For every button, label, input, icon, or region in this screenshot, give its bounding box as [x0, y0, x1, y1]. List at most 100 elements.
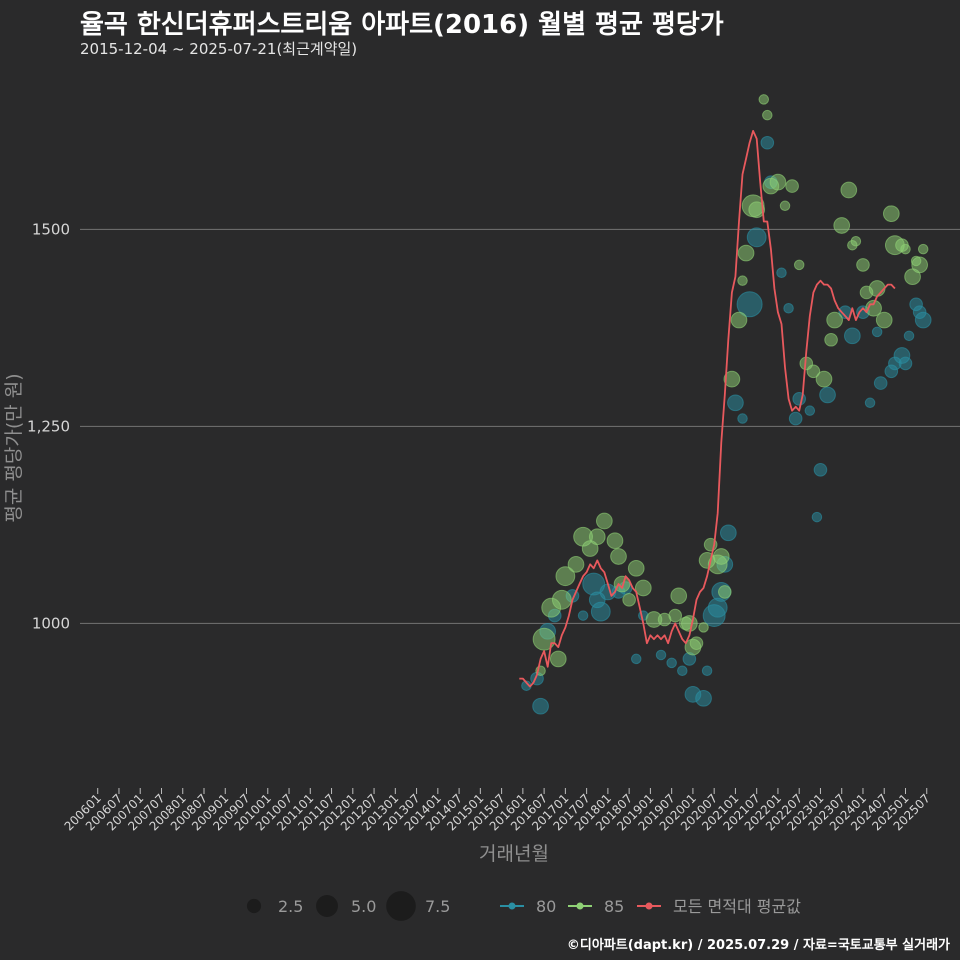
scatter-point	[630, 653, 642, 665]
scatter-point	[719, 524, 737, 542]
scatter-point	[748, 201, 766, 219]
scatter-point	[532, 627, 556, 651]
series-80	[521, 135, 932, 715]
scatter-point	[610, 548, 627, 565]
scatter-point	[695, 689, 712, 707]
legend-series-label: 85	[604, 897, 624, 916]
scatter-point	[785, 179, 799, 193]
scatter-point	[532, 697, 549, 715]
scatter-point	[843, 327, 861, 345]
scatter-point	[760, 135, 775, 150]
scatter-point	[917, 243, 929, 255]
scatter-point	[736, 291, 763, 318]
scatter-point	[779, 200, 791, 212]
scatter-point	[718, 585, 732, 599]
scatter-point	[826, 311, 843, 329]
scatter-point	[590, 601, 611, 622]
legend-size-key	[386, 891, 416, 921]
scatter-point	[698, 622, 709, 633]
scatter-point	[727, 394, 744, 412]
scatter-point	[811, 511, 823, 523]
scatter-point	[840, 181, 858, 199]
grid-layer	[80, 228, 960, 625]
caption: ©디아파트(dapt.kr) / 2025.07.29 / 자료=국토교통부 실…	[566, 938, 950, 953]
scatter-point	[622, 593, 636, 607]
scatter-point	[833, 217, 851, 234]
scatter-point	[871, 326, 883, 338]
axis-layer: 10001,2501500200601200607200701200707200…	[27, 220, 933, 833]
scatter-point	[898, 356, 913, 371]
scatter-point	[793, 259, 805, 271]
scatter-point	[911, 256, 929, 274]
legend-size-key	[316, 895, 338, 917]
legend-key-dot	[645, 902, 653, 910]
scatter-point	[555, 566, 576, 587]
scatter-point	[815, 370, 833, 388]
scatter-point	[681, 615, 698, 632]
scatter-point	[606, 532, 624, 550]
scatter-point	[655, 649, 667, 661]
scatter-point	[634, 579, 652, 597]
scatter-point	[868, 280, 886, 297]
scatter-point	[689, 636, 704, 650]
scatter-point	[788, 411, 803, 426]
scatter-point	[737, 413, 748, 424]
scatter-point	[804, 405, 816, 416]
scatter-point	[627, 559, 645, 577]
scatter-point	[824, 332, 838, 347]
scatter-point	[819, 386, 836, 404]
scatter-point	[873, 376, 888, 390]
y-tick-label: 1000	[32, 614, 70, 632]
scatter-point	[668, 608, 683, 623]
scatter-point	[712, 548, 730, 565]
legend-key-dot	[576, 902, 584, 910]
scatter-point	[730, 311, 748, 329]
scatter-point	[551, 589, 572, 610]
scatter-point	[864, 397, 876, 409]
legend-size-label: 7.5	[425, 897, 450, 916]
chart-subtitle: 2015-12-04 ~ 2025-07-21(최근계약일)	[80, 40, 358, 58]
scatter-point	[577, 610, 589, 621]
average-line	[519, 130, 896, 688]
chart-title: 율곡 한신더휴퍼스트리움 아파트(2016) 월별 평균 평당가	[80, 10, 724, 40]
legend-series-label: 80	[536, 897, 556, 916]
scatter-point	[737, 244, 755, 262]
scatter-point	[613, 575, 631, 593]
scatter-point	[758, 94, 770, 105]
scatter-point	[762, 109, 773, 121]
scatter-point	[549, 650, 567, 668]
legend-key-dot	[508, 902, 516, 910]
scatter-point	[746, 227, 767, 248]
legend: 2.5 5.0 7.5 80 85 모든 면적대 평균값	[246, 891, 801, 921]
scatter-point	[806, 364, 821, 379]
scatter-point	[783, 302, 794, 314]
y-tick-label: 1,250	[27, 417, 70, 435]
scatter-point	[567, 555, 585, 573]
scatter-point	[595, 512, 613, 530]
y-tick-label: 1500	[32, 220, 70, 238]
scatter-point	[701, 665, 713, 676]
scatter-point	[670, 587, 688, 605]
scatter-point	[737, 275, 748, 286]
scatter-point	[677, 665, 688, 676]
scatter-point	[850, 236, 862, 247]
scatter-point	[813, 462, 828, 477]
y-axis-title: 평균 평당가(만 원)	[3, 373, 25, 522]
scatter-point	[776, 267, 787, 279]
legend-series-label: 모든 면적대 평균값	[673, 897, 801, 916]
legend-size-label: 5.0	[351, 897, 376, 916]
scatter-point	[856, 258, 870, 272]
scatter-point	[666, 657, 677, 669]
scatter-point	[900, 243, 911, 255]
scatter-point	[875, 311, 893, 329]
line-layer	[519, 130, 896, 688]
scatter-point	[903, 330, 915, 342]
scatter-point	[882, 205, 900, 223]
series-85	[532, 94, 929, 676]
legend-size-key	[246, 898, 262, 914]
x-axis-title: 거래년월	[479, 843, 549, 865]
scatter-point	[769, 173, 787, 191]
scatter-point	[914, 311, 932, 329]
legend-size-label: 2.5	[278, 897, 303, 916]
points-layer	[521, 94, 932, 715]
